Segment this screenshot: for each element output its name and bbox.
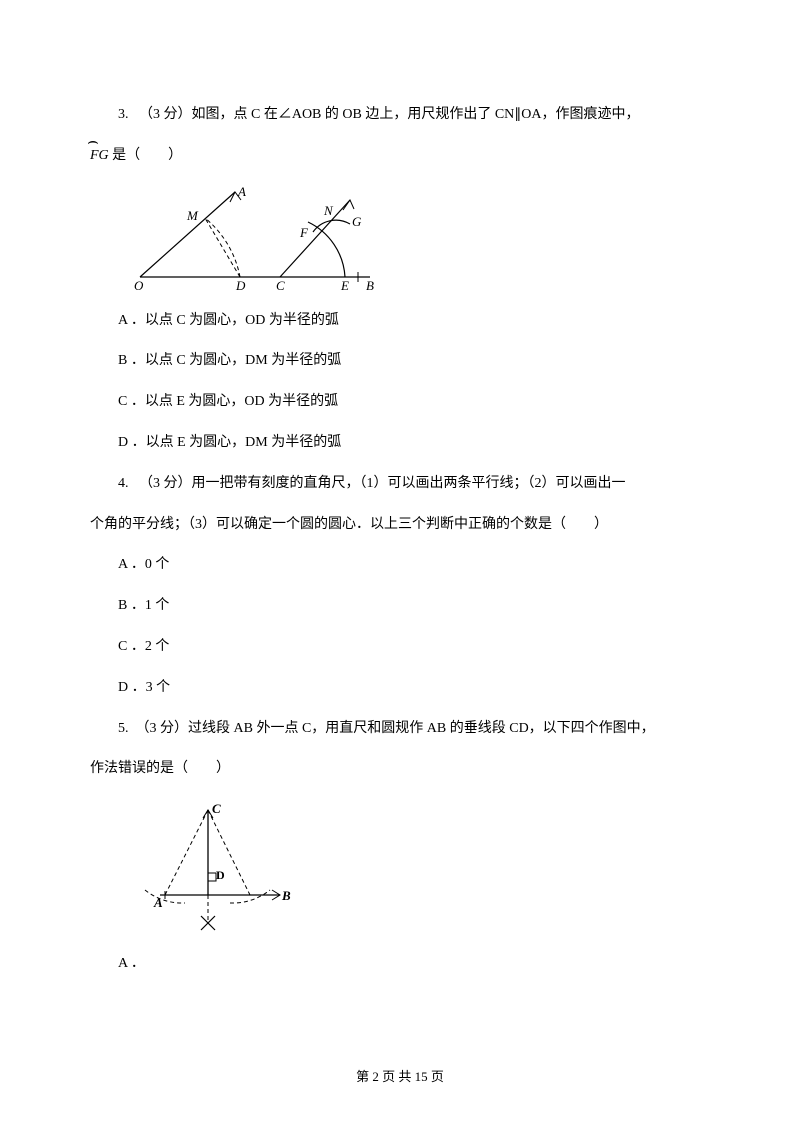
q4-option-C: C ．2 个 [90,632,710,663]
lbl-O: O [134,278,144,292]
lbl5-D: D [216,868,225,882]
q3-stem-line2: ⌢ FG 是（ ） [90,141,710,172]
q3-option-D: D ．以点 E 为圆心，DM 为半径的弧 [90,428,710,459]
q4-points: （3 分） [139,476,192,491]
q3-option-A: A ．以点 C 为圆心，OD 为半径的弧 [90,306,710,337]
q4-number: 4. [118,476,129,491]
q5-number: 5. [118,721,129,736]
q4-stem-line1: 4. （3 分）用一把带有刻度的直角尺，（1）可以画出两条平行线；（2）可以画出… [90,469,710,500]
footer-b: 页 共 [379,1069,415,1084]
lbl-A: A [237,184,246,199]
lbl5-C: C [212,801,221,816]
footer-c: 页 [428,1069,444,1084]
lbl-F: F [299,225,309,240]
q5-points: （3 分） [136,721,189,736]
q3-stem-line1: 3. （3 分）如图，点 C 在∠AOB 的 OB 边上，用尺规作出了 CN∥O… [90,100,710,131]
q3-option-C: C ．以点 E 为圆心，OD 为半径的弧 [90,387,710,418]
q4-option-A: A ．0 个 [90,550,710,581]
lbl-M: M [186,208,199,223]
q4-option-B: B ．1 个 [90,591,710,622]
q5-figure: A B C D [130,795,710,935]
footer-total: 15 [415,1069,428,1084]
lbl-B: B [366,278,374,292]
footer-a: 第 [356,1069,372,1084]
q5-option-A: A ． [90,949,710,980]
q4-stem-a: 用一把带有刻度的直角尺，（1）可以画出两条平行线；（2）可以画出一 [192,476,626,491]
q4-option-D: D ．3 个 [90,673,710,704]
q3-points: （3 分） [139,107,192,122]
lbl-C: C [276,278,285,292]
q3-figure: O D C E B A M N F G [130,182,710,292]
arc-fg: ⌢ FG [90,141,109,172]
q5-stem-line2: 作法错误的是（ ） [90,754,710,785]
q5-stem-a: 过线段 AB 外一点 C，用直尺和圆规作 AB 的垂线段 CD，以下四个作图中， [188,721,655,736]
page-footer: 第 2 页 共 15 页 [0,1063,800,1092]
lbl5-B: B [281,888,291,903]
lbl-N: N [323,203,334,218]
q3-option-B: B ．以点 C 为圆心，DM 为半径的弧 [90,346,710,377]
lbl5-A: A [153,895,163,910]
q3-stem-a: 如图，点 C 在∠AOB 的 OB 边上，用尺规作出了 CN∥OA，作图痕迹中， [192,107,640,122]
lbl-E: E [340,278,349,292]
lbl-G: G [352,214,362,229]
q3-number: 3. [118,107,129,122]
lbl-D: D [235,278,246,292]
q5-stem-line1: 5. （3 分）过线段 AB 外一点 C，用直尺和圆规作 AB 的垂线段 CD，… [90,714,710,745]
q4-stem-line2: 个角的平分线；（3）可以确定一个圆的圆心．以上三个判断中正确的个数是（ ） [90,510,710,541]
arc-symbol: ⌢ [87,132,109,150]
q3-stem-b: 是（ ） [109,148,183,163]
